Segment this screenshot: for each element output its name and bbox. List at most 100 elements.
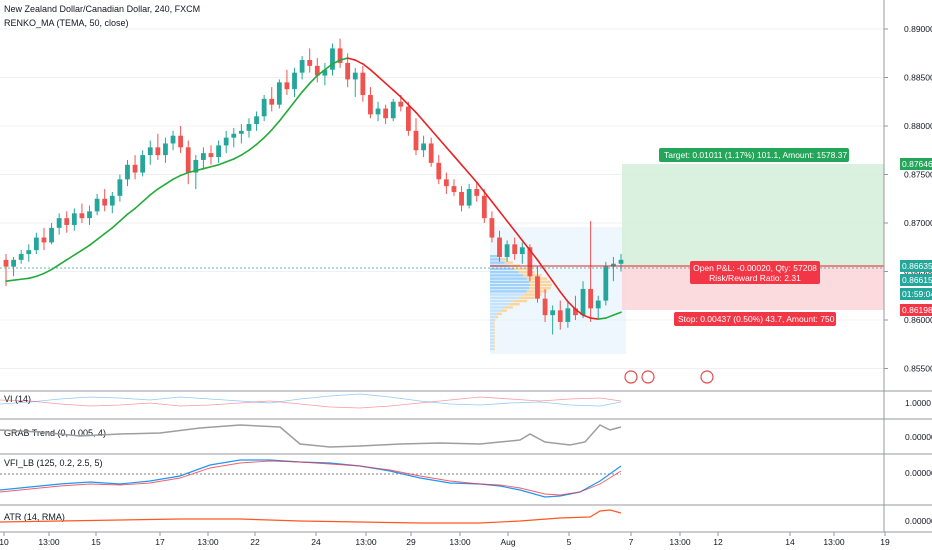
volume-profile-bar xyxy=(490,296,519,299)
candle-body xyxy=(535,276,540,299)
event-icon[interactable] xyxy=(641,370,655,384)
volume-profile-bar xyxy=(490,306,505,309)
candle-body xyxy=(170,135,176,144)
atr-line xyxy=(0,509,622,524)
ma-segment xyxy=(81,244,91,251)
volume-profile-bar xyxy=(490,280,530,283)
ma-segment xyxy=(589,317,600,320)
price-tick-label: 0.85500 xyxy=(904,364,932,374)
volume-profile-bar xyxy=(490,293,524,296)
stop-label: Stop: 0.00437 (0.50%) 43.7, Amount: 750 xyxy=(678,314,835,324)
vfi-signal-line xyxy=(0,460,622,496)
vi-tick: 1.0000 xyxy=(905,398,931,408)
ma-segment xyxy=(437,137,448,149)
volume-profile-bar xyxy=(523,274,542,277)
candle-body xyxy=(474,189,480,196)
volume-profile-bar xyxy=(490,287,530,290)
volume-profile-bar xyxy=(493,325,495,328)
target-zone[interactable] xyxy=(622,164,884,266)
candle-body xyxy=(611,263,616,267)
volume-profile-bar xyxy=(490,335,493,338)
ma-segment xyxy=(483,191,493,203)
event-icons[interactable] xyxy=(624,370,714,384)
stop-label-box xyxy=(674,312,836,326)
candle-body xyxy=(375,108,381,115)
vfi-label: VFI_LB (125, 0.2, 2.5, 5) xyxy=(4,458,103,468)
ma-segment xyxy=(453,155,463,166)
ma-segment xyxy=(103,227,114,235)
ma-segment xyxy=(270,120,281,131)
vfi-line xyxy=(0,459,622,498)
time-tick-label: 24 xyxy=(311,537,321,547)
time-tick-label: 13:00 xyxy=(197,537,219,547)
time-tick-label: 13:00 xyxy=(823,537,845,547)
ma-segment xyxy=(582,314,592,319)
candle-body xyxy=(231,133,237,138)
candle-body xyxy=(261,98,267,117)
volume-profile-bar xyxy=(493,338,495,341)
ma-segment xyxy=(362,63,372,71)
candle-body xyxy=(345,62,351,80)
volume-profile-bar xyxy=(490,267,515,271)
ma-segment xyxy=(597,317,607,320)
event-icon[interactable] xyxy=(624,370,638,384)
vi-label: VI (14) xyxy=(4,394,31,404)
price-axis[interactable]: 0.890000.885000.880000.875000.870000.865… xyxy=(884,24,932,374)
ma-segment xyxy=(468,172,478,184)
ma-segment xyxy=(27,275,38,280)
volume-profile-bar xyxy=(490,283,530,287)
time-tick-label: 13:00 xyxy=(449,537,471,547)
volume-profile-bar xyxy=(490,303,510,306)
volume-profile-bar xyxy=(490,315,496,319)
chart-title: New Zealand Dollar/Canadian Dollar, 240,… xyxy=(4,4,200,14)
time-tick-label: 13:00 xyxy=(669,537,691,547)
indicator-label: RENKO_MA (TEMA, 50, close) xyxy=(4,18,129,28)
time-tick-label: 15 xyxy=(91,537,101,547)
ma-segment xyxy=(605,314,615,319)
candle-body xyxy=(398,101,404,107)
candle-body xyxy=(193,159,199,173)
ma-segment xyxy=(164,178,174,185)
candle-body xyxy=(337,48,343,63)
candle-body xyxy=(588,288,594,309)
candle-body xyxy=(330,48,335,70)
ma-segment xyxy=(210,164,220,168)
ma-segment xyxy=(301,82,311,93)
price-tick-label: 0.89000 xyxy=(904,24,932,34)
candle-body xyxy=(109,195,115,206)
volume-profile-bar xyxy=(490,255,498,258)
price-badge-countdown xyxy=(900,288,932,300)
ma-segment xyxy=(498,210,508,222)
candle-body xyxy=(557,310,563,322)
rr-label: Risk/Reward Ratio: 2.31 xyxy=(709,273,801,283)
target-label: Target: 0.01011 (1.17%) 101.1, Amount: 1… xyxy=(664,150,847,160)
price-badge-stop-label: 0.86198 xyxy=(902,305,932,315)
volume-profile-bar xyxy=(490,322,493,325)
ma-segment xyxy=(278,110,288,122)
event-icon[interactable] xyxy=(700,370,714,384)
ma-segment xyxy=(475,181,486,193)
candle-body xyxy=(618,259,624,264)
time-tick-label: 10 xyxy=(0,537,9,547)
time-tick-label: Aug xyxy=(500,537,515,547)
candle-body xyxy=(383,108,389,119)
candle-body xyxy=(201,153,206,160)
ma-segment xyxy=(354,59,364,65)
candle-body xyxy=(125,164,130,180)
time-axis[interactable]: 10 13:00 15 17 13:00 22 24 13:00 29 13:00 Aug 5 7 13:… xyxy=(0,532,890,547)
volume-profile-bar xyxy=(490,258,501,261)
candle-body xyxy=(443,179,449,187)
ma-segment xyxy=(544,269,554,283)
volume-profile-bar xyxy=(490,261,505,264)
ma-segment xyxy=(111,220,121,229)
candle-body xyxy=(595,300,601,309)
ma-segment xyxy=(172,174,182,181)
price-tick-label: 0.86000 xyxy=(904,315,932,325)
atr-label: ATR (14, RMA) xyxy=(4,512,65,522)
ma-segment xyxy=(217,161,227,166)
ma-segment xyxy=(384,82,395,91)
ma-segment xyxy=(73,249,83,256)
time-tick-label: 14 xyxy=(785,537,795,547)
